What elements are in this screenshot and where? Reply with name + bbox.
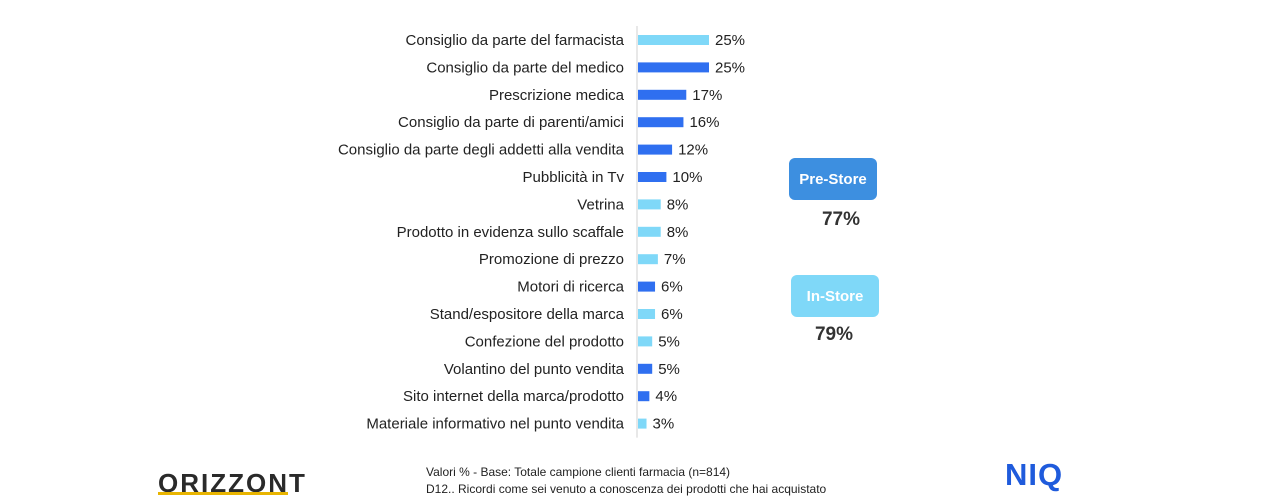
category-label: Confezione del prodotto bbox=[465, 333, 624, 350]
value-label: 5% bbox=[658, 333, 680, 350]
value-label: 25% bbox=[715, 59, 745, 76]
category-label: Motori di ricerca bbox=[517, 279, 624, 296]
category-label: Consiglio da parte del medico bbox=[426, 59, 624, 76]
category-label: Sito internet della marca/prodotto bbox=[403, 388, 624, 405]
category-label: Promozione di prezzo bbox=[479, 251, 624, 268]
value-label: 25% bbox=[715, 32, 745, 49]
value-label: 5% bbox=[658, 361, 680, 378]
bar bbox=[638, 62, 709, 73]
category-label: Materiale informativo nel punto vendita bbox=[366, 416, 624, 433]
pre-store-total: 77% bbox=[821, 209, 861, 230]
pre-store-badge: Pre-Store bbox=[789, 158, 877, 200]
bar-row: Promozione di prezzo 7% bbox=[479, 251, 686, 268]
category-label: Volantino del punto vendita bbox=[444, 361, 625, 378]
bar-row: Prodotto in evidenza sullo scaffale 8% bbox=[397, 224, 689, 241]
bar-row: Pubblicità in Tv 10% bbox=[523, 169, 703, 186]
orizzonti-logo-bar bbox=[158, 492, 288, 495]
bar bbox=[638, 117, 684, 128]
bar bbox=[638, 199, 661, 210]
category-label: Prescrizione medica bbox=[489, 87, 625, 104]
bar bbox=[638, 144, 673, 155]
bar-row: Stand/espositore della marca 6% bbox=[430, 306, 683, 323]
bar-row: Consiglio da parte degli addetti alla ve… bbox=[338, 142, 708, 159]
bar-row: Consiglio da parte di parenti/amici 16% bbox=[398, 114, 719, 131]
bar-chart: Consiglio da parte del farmacista 25%Cons… bbox=[338, 26, 745, 438]
value-label: 6% bbox=[661, 306, 683, 323]
bar-row: Vetrina 8% bbox=[577, 196, 688, 213]
bar bbox=[638, 35, 709, 45]
category-label: Consiglio da parte del farmacista bbox=[406, 32, 625, 49]
bar bbox=[638, 89, 687, 100]
bar bbox=[638, 336, 653, 347]
value-label: 8% bbox=[667, 224, 689, 241]
bar bbox=[638, 254, 658, 265]
category-label: Pubblicità in Tv bbox=[523, 169, 625, 186]
category-label: Consiglio da parte di parenti/amici bbox=[398, 114, 624, 131]
orizzonti-logo: ORIZZONTI bbox=[158, 466, 308, 504]
niq-logo: NIQ bbox=[1005, 457, 1064, 492]
value-label: 4% bbox=[655, 388, 677, 405]
chart-rows: Consiglio da parte del farmacista 25%Cons… bbox=[338, 32, 745, 433]
bar-row: Prescrizione medica 17% bbox=[489, 87, 722, 104]
bar bbox=[638, 418, 647, 429]
value-label: 12% bbox=[678, 142, 708, 159]
bar bbox=[638, 281, 656, 292]
bar-row: Volantino del punto vendita 5% bbox=[444, 361, 680, 378]
bar-row: Confezione del prodotto 5% bbox=[465, 333, 680, 350]
category-label: Stand/espositore della marca bbox=[430, 306, 625, 323]
value-label: 10% bbox=[672, 169, 702, 186]
in-store-badge: In-Store bbox=[791, 275, 879, 317]
bar bbox=[638, 309, 656, 319]
value-label: 3% bbox=[653, 416, 675, 433]
bar-row: Sito internet della marca/prodotto 4% bbox=[403, 388, 677, 405]
value-label: 17% bbox=[692, 87, 722, 104]
bar bbox=[638, 391, 650, 402]
value-label: 7% bbox=[664, 251, 686, 268]
category-label: Prodotto in evidenza sullo scaffale bbox=[397, 224, 624, 241]
in-store-total: 79% bbox=[814, 324, 854, 345]
footer-base-note: Valori % - Base: Totale campione clienti… bbox=[426, 465, 731, 479]
bar-row: Consiglio da parte del farmacista 25% bbox=[406, 32, 745, 49]
bar-row: Motori di ricerca 6% bbox=[517, 279, 682, 296]
value-label: 8% bbox=[667, 196, 689, 213]
category-label: Vetrina bbox=[577, 196, 624, 213]
bar bbox=[638, 363, 653, 374]
value-label: 6% bbox=[661, 279, 683, 296]
category-label: Consiglio da parte degli addetti alla ve… bbox=[338, 142, 625, 159]
bar-row: Materiale informativo nel punto vendita 3… bbox=[366, 416, 674, 433]
footer-question-note: D12.. Ricordi come sei venuto a conoscen… bbox=[426, 482, 827, 496]
bar bbox=[638, 172, 667, 182]
value-label: 16% bbox=[689, 114, 719, 131]
bar-row: Consiglio da parte del medico 25% bbox=[426, 59, 745, 76]
bar bbox=[638, 226, 661, 237]
